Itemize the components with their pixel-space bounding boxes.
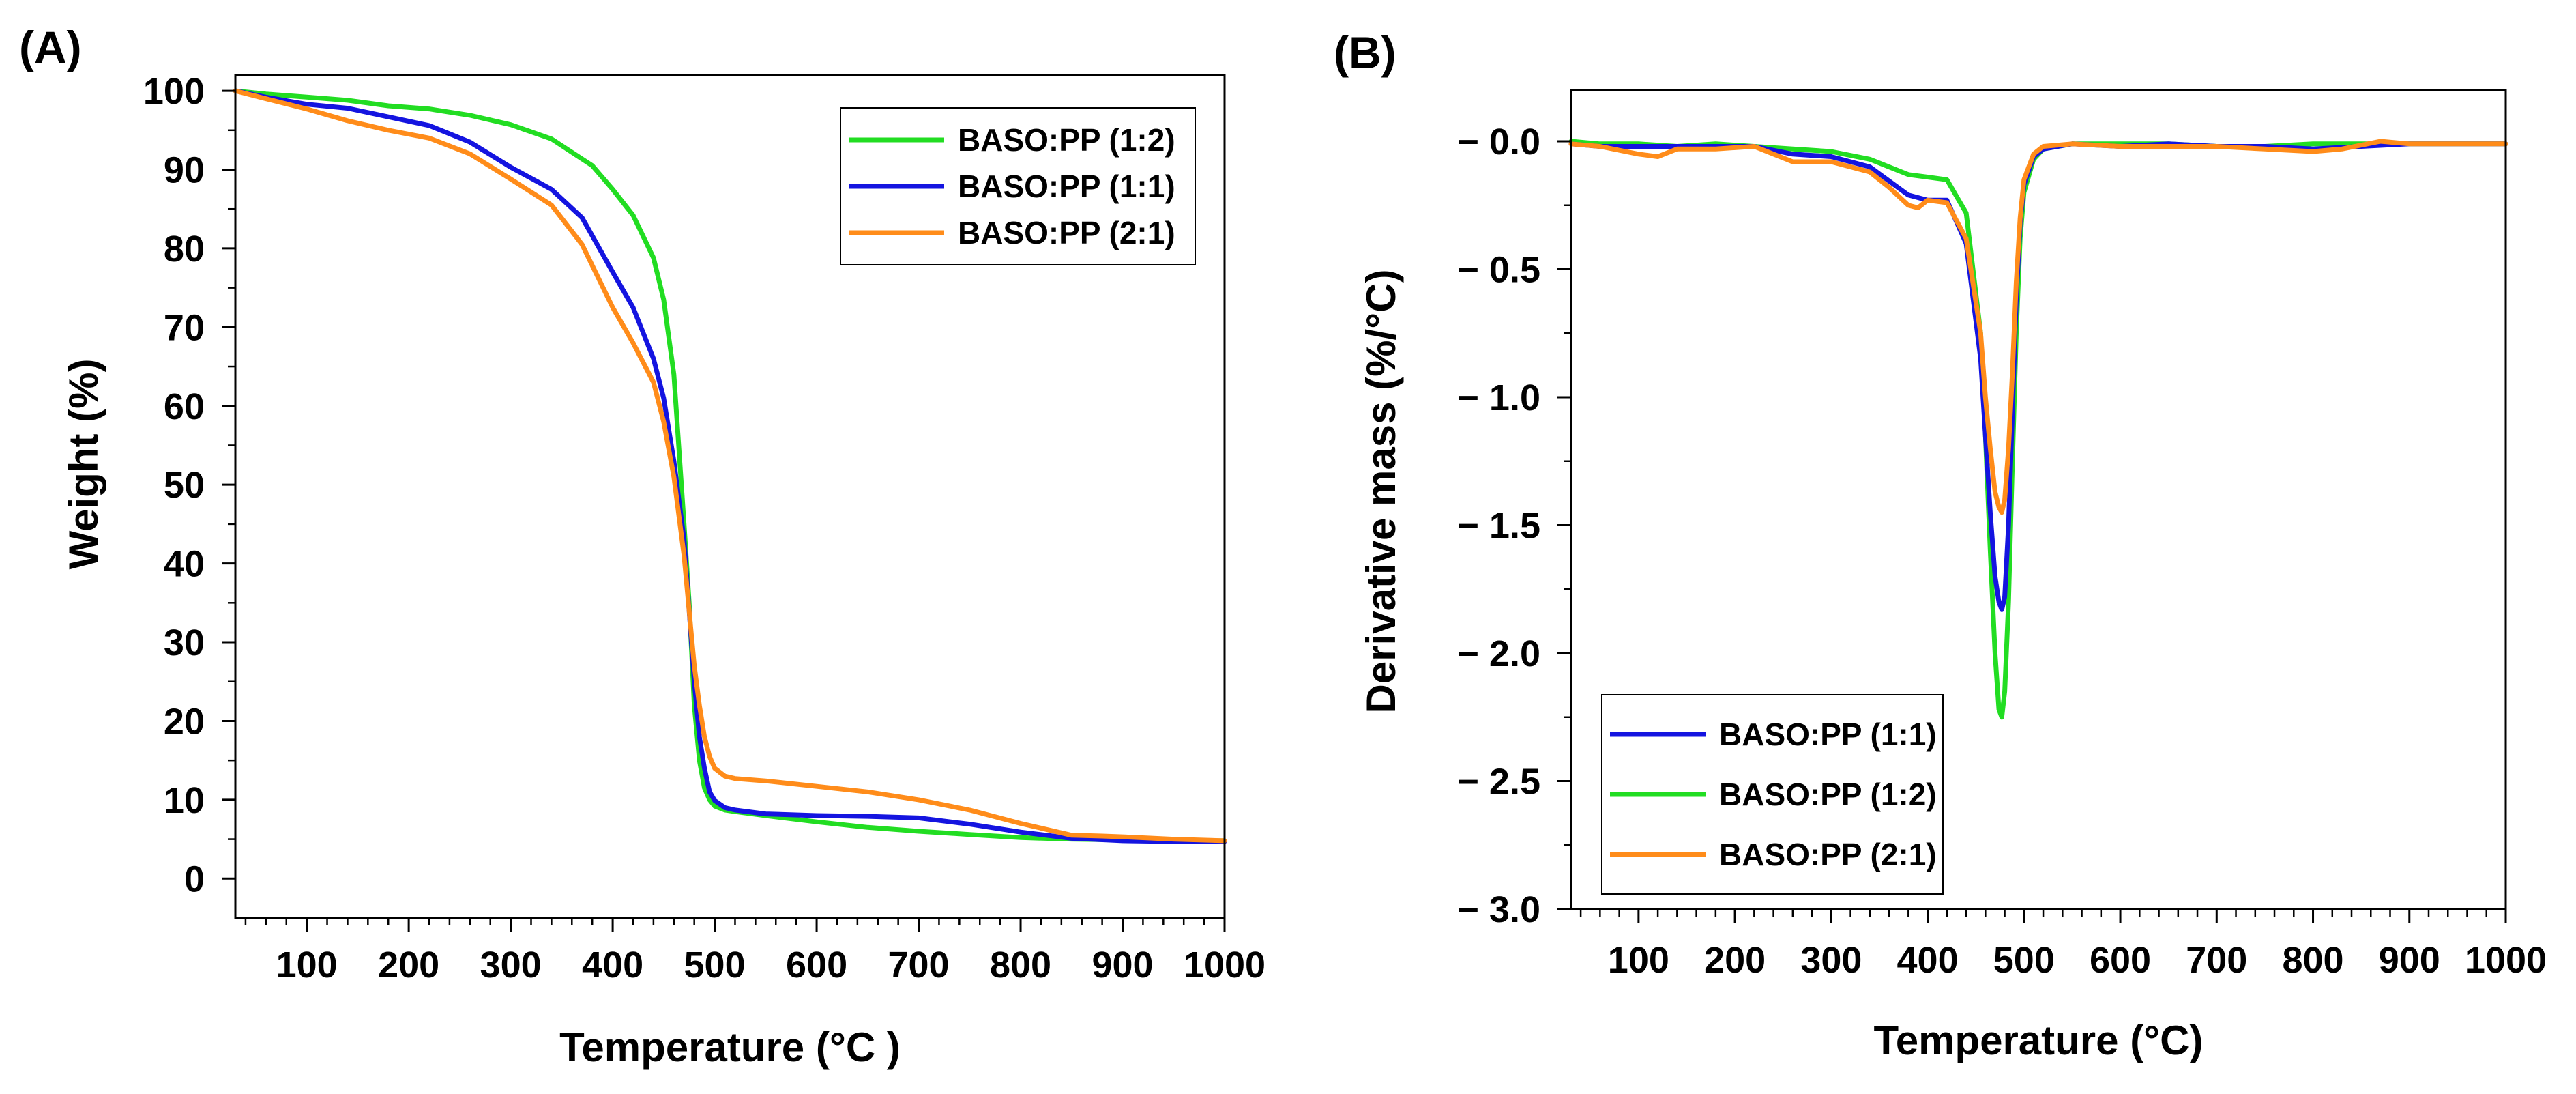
panel-a-weight-chart: (A) 100 200 300 400 500 600 700 800 900 1000 0 10 20… bbox=[19, 22, 1265, 1070]
panel-b-y-tick-label: − 2.5 bbox=[1457, 762, 1540, 803]
panel-b-axes: 100 200 300 400 500 600 700 800 900 1000 − 0.0 − 0.… bbox=[1457, 121, 2547, 981]
panel-b-x-tick-label-1000: 1000 bbox=[2465, 940, 2547, 981]
panel-b-x-tick-label-400: 400 bbox=[1897, 940, 1959, 981]
panel-a-label: (A) bbox=[19, 22, 82, 72]
panel-b-y-tick-label: − 0.5 bbox=[1457, 250, 1540, 291]
panel-a-legend: BASO:PP (1:2) BASO:PP (1:1) BASO:PP (2:1) bbox=[840, 107, 1196, 265]
panel-b-x-tick-label-600: 600 bbox=[2090, 940, 2151, 981]
panel-b-legend-label-baso-pp-1-2: BASO:PP (1:2) bbox=[1719, 777, 1937, 812]
panel-b-x-tick-label-100: 100 bbox=[1608, 940, 1669, 981]
panel-a-legend-label-baso-pp-2-1: BASO:PP (2:1) bbox=[958, 215, 1175, 250]
panel-b-label: (B) bbox=[1334, 27, 1396, 78]
panel-b-y-axis-label: Derivative mass (%/°C) bbox=[1358, 270, 1404, 714]
panel-b-y-tick-label: − 1.5 bbox=[1457, 506, 1540, 547]
panel-b-legend-label-baso-pp-1-1: BASO:PP (1:1) bbox=[1719, 717, 1937, 752]
panel-b-x-tick-label-200: 200 bbox=[1704, 940, 1766, 981]
panel-a-x-tick-label-1000: 1000 bbox=[1184, 945, 1265, 985]
panel-b-series-baso-pp-1-2 bbox=[1568, 139, 2508, 720]
panel-a-x-axis-label: Temperature (°C ) bbox=[559, 1024, 901, 1070]
panel-a-y-tick-label: 90 bbox=[164, 150, 205, 191]
panel-b-series-baso-pp-1-1 bbox=[1568, 141, 2508, 612]
panel-a-y-tick-label: 40 bbox=[164, 544, 205, 585]
panel-a-x-tick-label-600: 600 bbox=[786, 945, 847, 985]
panel-b-x-tick-label-300: 300 bbox=[1800, 940, 1862, 981]
panel-b-x-tick-label-500: 500 bbox=[1993, 940, 2055, 981]
panel-a-y-tick-label: 60 bbox=[164, 386, 205, 427]
panel-b-x-tick-label-800: 800 bbox=[2282, 940, 2343, 981]
panel-b-derivative-chart: (B) 100 200 300 400 500 600 700 800 900 1000 − 0.0… bbox=[1334, 27, 2547, 1063]
panel-a-axes: 100 200 300 400 500 600 700 800 900 1000 0 10 20 30 40… bbox=[143, 71, 1265, 985]
panel-a-x-tick-label-700: 700 bbox=[888, 945, 949, 985]
panel-a-plot-frame bbox=[234, 74, 1226, 919]
panel-a-x-tick-label-800: 800 bbox=[990, 945, 1051, 985]
panel-b-y-tick-label: − 0.0 bbox=[1457, 121, 1540, 162]
panel-a-y-tick-label: 80 bbox=[164, 229, 205, 270]
panel-b-legend-label-baso-pp-2-1: BASO:PP (2:1) bbox=[1719, 837, 1937, 872]
panel-a-x-tick-label-400: 400 bbox=[582, 945, 643, 985]
panel-a-x-tick-label-500: 500 bbox=[684, 945, 746, 985]
panel-a-x-tick-label-200: 200 bbox=[378, 945, 439, 985]
panel-b-y-tick-label: − 3.0 bbox=[1457, 889, 1540, 930]
panel-b-y-tick-label: − 1.0 bbox=[1457, 377, 1540, 418]
panel-b-series-baso-pp-2-1 bbox=[1568, 139, 2508, 515]
panel-a-x-tick-label-100: 100 bbox=[276, 945, 338, 985]
panel-a-y-tick-label: 70 bbox=[164, 307, 205, 348]
panel-a-y-axis-label: Weight (%) bbox=[61, 359, 106, 570]
panel-b-x-axis-label: Temperature (°C) bbox=[1874, 1018, 2204, 1063]
panel-a-series-group bbox=[233, 88, 1227, 844]
panel-a-y-tick-label: 0 bbox=[184, 859, 205, 899]
panel-a-x-tick-label-900: 900 bbox=[1092, 945, 1153, 985]
panel-a-y-tick-label: 100 bbox=[143, 71, 205, 112]
panel-b-x-tick-label-900: 900 bbox=[2379, 940, 2440, 981]
panel-a-y-tick-label: 10 bbox=[164, 780, 205, 821]
panel-b-legend: BASO:PP (1:1) BASO:PP (1:2) BASO:PP (2:1) bbox=[1601, 694, 1944, 895]
panel-a-x-tick-label-300: 300 bbox=[480, 945, 542, 985]
panel-a-y-tick-label: 20 bbox=[164, 701, 205, 742]
panel-a-y-tick-label: 50 bbox=[164, 465, 205, 506]
panel-a-y-tick-label: 30 bbox=[164, 622, 205, 663]
panel-b-series-group bbox=[1568, 139, 2508, 720]
panel-b-plot-frame bbox=[1570, 89, 2507, 910]
panel-b-x-tick-label-700: 700 bbox=[2186, 940, 2247, 981]
panel-b-y-tick-label: − 2.0 bbox=[1457, 633, 1540, 674]
panel-a-series-baso-pp-2-1 bbox=[233, 88, 1227, 844]
panel-a-legend-label-baso-pp-1-1: BASO:PP (1:1) bbox=[958, 169, 1175, 204]
panel-a-legend-label-baso-pp-1-2: BASO:PP (1:2) bbox=[958, 122, 1175, 158]
